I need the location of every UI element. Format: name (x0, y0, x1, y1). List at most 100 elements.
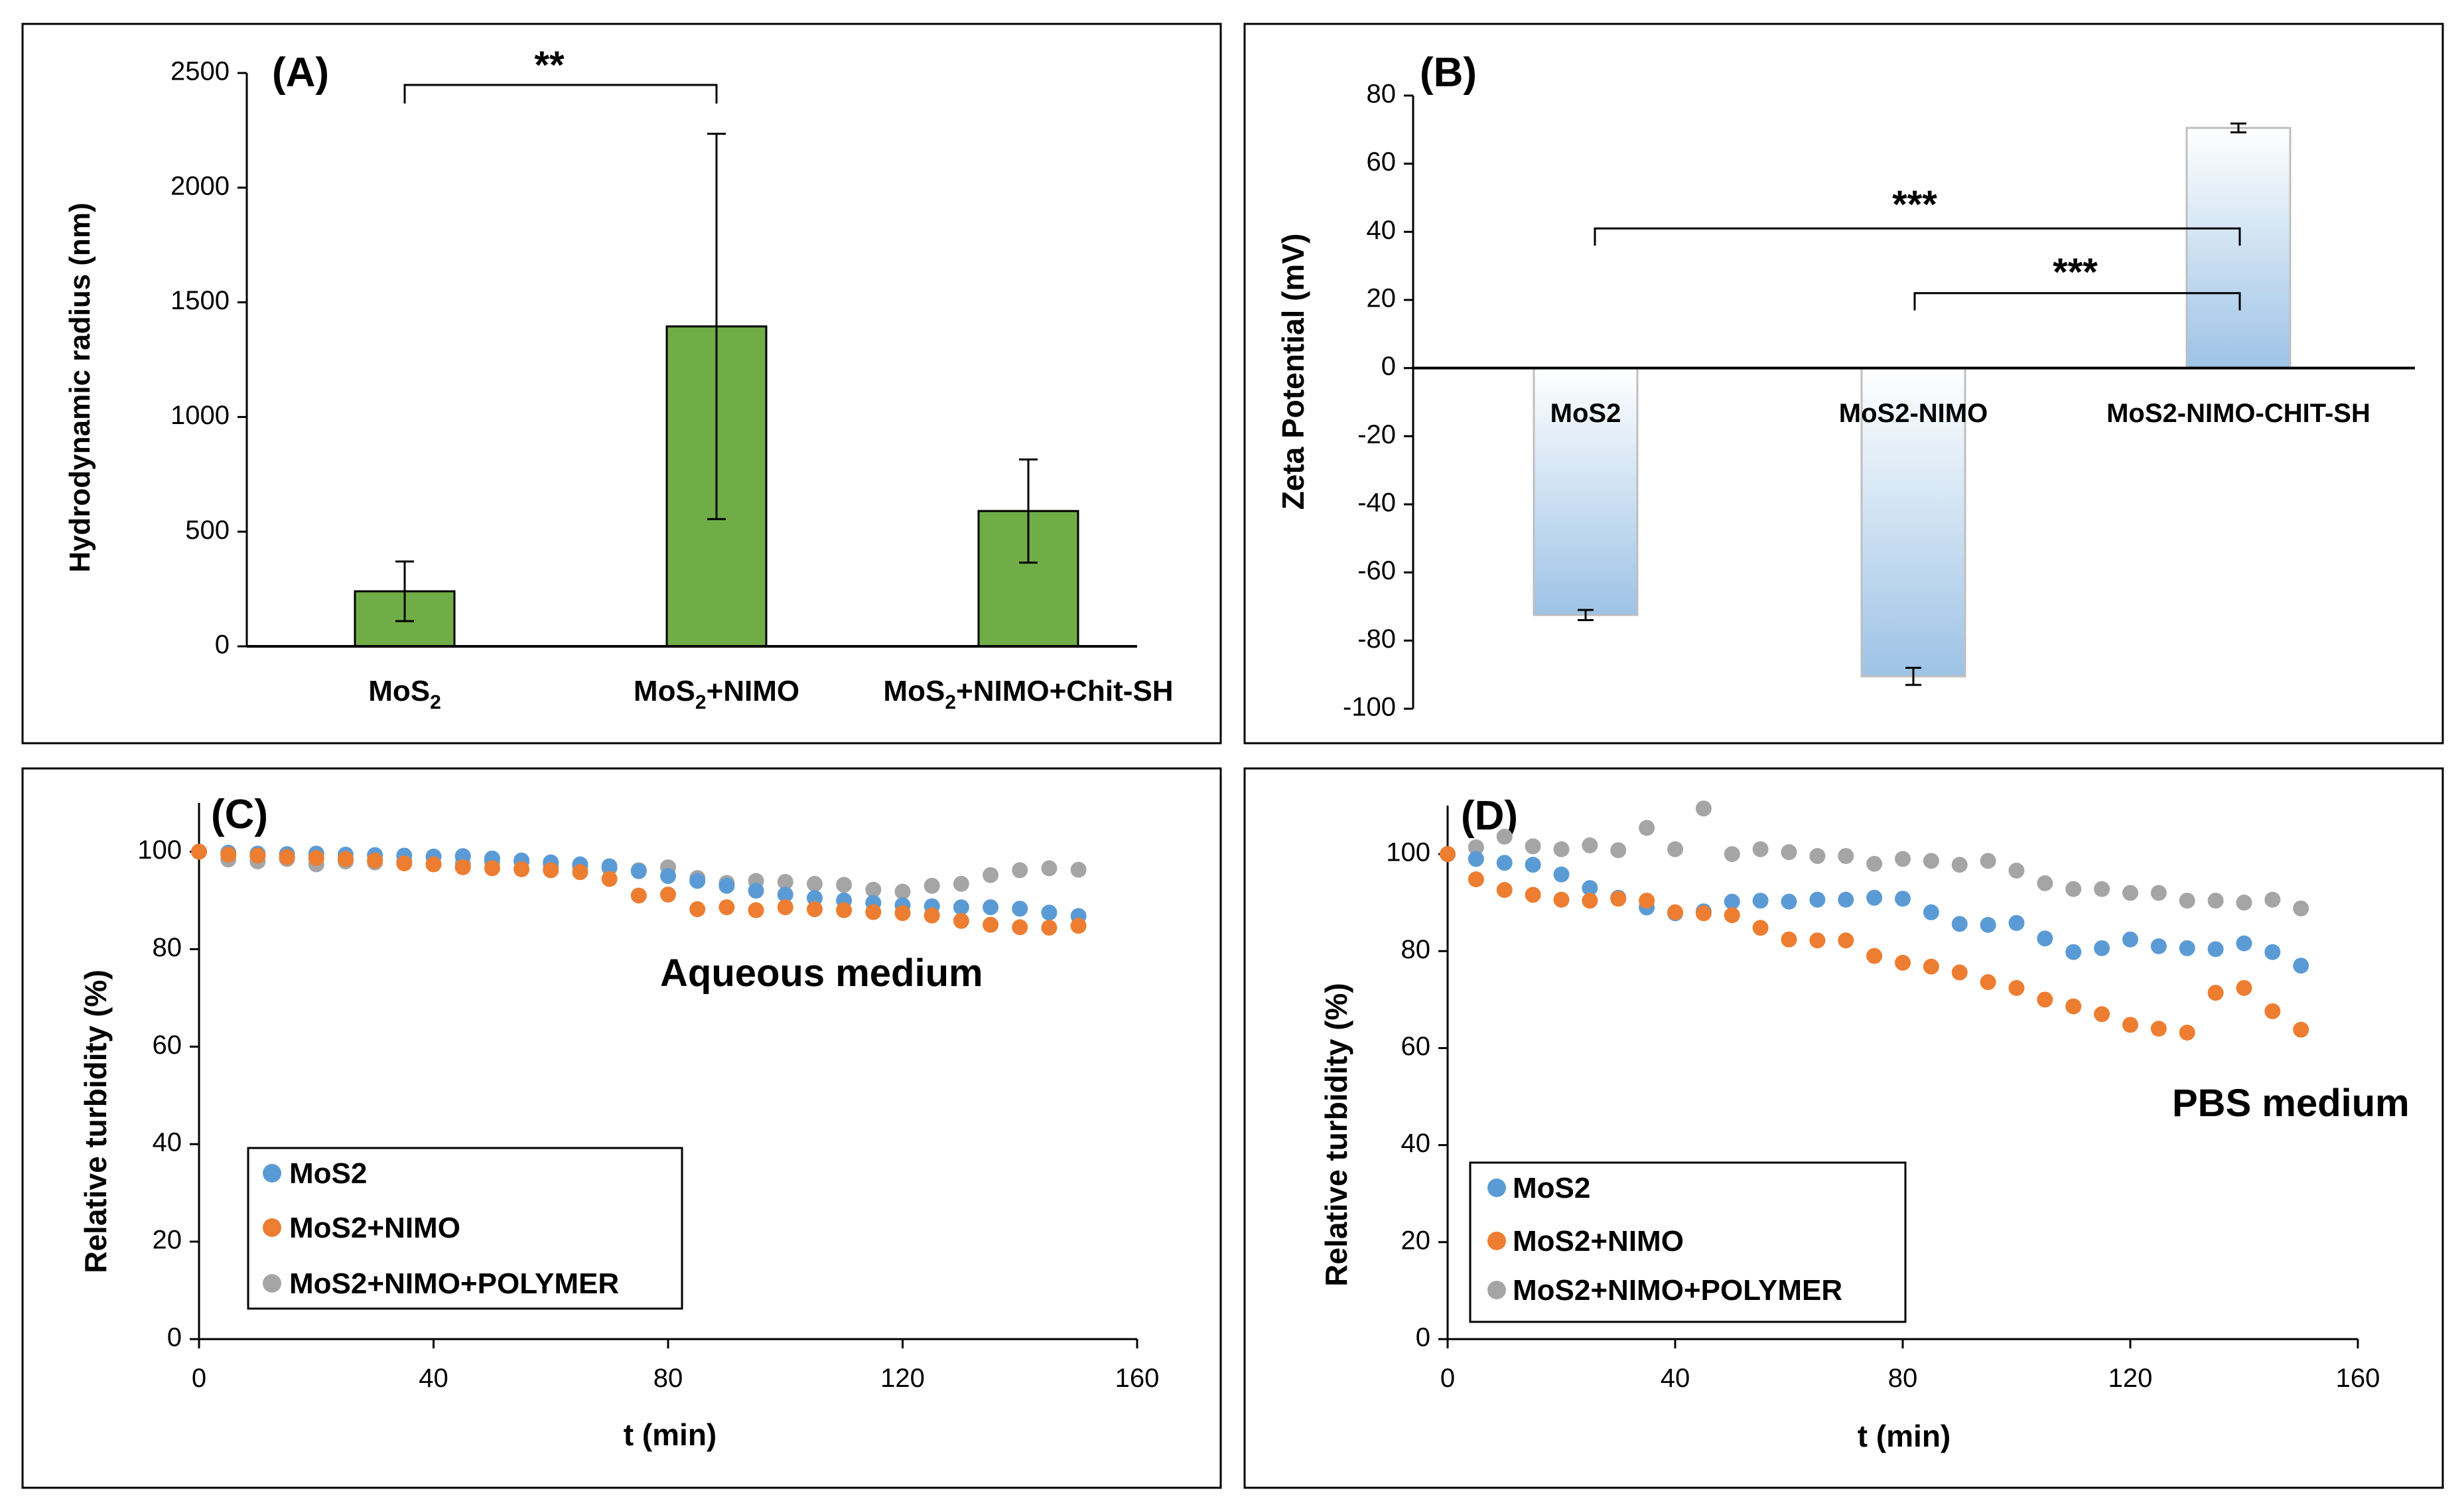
panel-d-point-blue (1980, 916, 1996, 933)
panel-c-point-gray (836, 877, 853, 893)
panel-c-point-gray (1012, 862, 1028, 879)
panel-d-point-blue (2179, 940, 2195, 956)
panel-d-point-gray (1724, 846, 1740, 863)
panel-d-point-orange (2264, 1003, 2281, 1019)
panel-c-point-orange (660, 887, 676, 903)
panel-c-point-orange (220, 846, 237, 863)
panel-d-point-orange (1582, 893, 1598, 909)
panel-d-point-gray (1895, 851, 1911, 867)
panel-c-point-orange (806, 901, 823, 918)
panel-c-point-orange (924, 907, 940, 924)
panel-d-point-gray (2037, 875, 2053, 891)
panel-c-legend-marker-blue (263, 1164, 281, 1183)
panel-d-point-orange (2236, 979, 2252, 996)
panel-c-ytick: 20 (153, 1226, 182, 1255)
panel-d-point-orange (1724, 907, 1740, 924)
panel-d-point-blue (2094, 940, 2110, 956)
panel-d-point-gray (1951, 857, 1968, 873)
panel-c-point-blue (1012, 900, 1028, 917)
panel-d-point-gray (2065, 881, 2082, 897)
panel-d-point-gray (1639, 820, 1655, 836)
panel-d-point-blue (1582, 880, 1598, 897)
panel-c-point-orange (249, 847, 266, 864)
panel-b-ytick: 20 (1367, 284, 1397, 313)
panel-c-point-orange (983, 916, 999, 933)
panel-b-ytick: 80 (1367, 80, 1397, 109)
panel-a-xtick: MoS2 (368, 675, 441, 713)
panel-a-xtick-sub: 2 (945, 691, 956, 713)
panel-b-ytick: -40 (1357, 488, 1396, 518)
panel-c-point-blue (953, 899, 969, 916)
panel-d-point-blue (2037, 930, 2053, 947)
panel-c-point-blue (601, 858, 618, 875)
panel-b: (B) Zeta Potential (mV) -100 -80 -60 -40… (1276, 50, 2415, 722)
panel-a-yticks: 0 500 1000 1500 2000 2500 (171, 57, 230, 660)
panel-d-point-gray (1980, 853, 1996, 869)
panel-d-ytick: 0 (1416, 1323, 1430, 1352)
panel-c-point-orange (1012, 919, 1028, 936)
panel-d-point-gray (2264, 891, 2281, 908)
panel-d-point-orange (1639, 893, 1655, 909)
panel-d-point-gray (1866, 855, 1883, 872)
panel-b-label: (B) (1420, 50, 1477, 96)
panel-d-point-gray (1781, 844, 1797, 861)
panel-c-yticks: 0 20 40 60 80 100 (137, 835, 182, 1352)
panel-d-point-orange (1610, 891, 1627, 907)
panel-c-point-gray (1070, 861, 1087, 878)
panel-a-ytick: 2000 (171, 171, 230, 200)
panel-a-xtick-main: MoS (883, 675, 945, 707)
panel-b-ytick: 60 (1367, 147, 1397, 177)
panel-d-ylabel: Relative turbidity (%) (1319, 983, 1353, 1287)
panel-c-point-orange (630, 887, 647, 904)
panel-d-point-blue (2122, 931, 2138, 948)
panel-a-frame (21, 23, 1222, 745)
panel-a: (A) Hydrodynamic radius (nm) 0 500 1000 … (64, 44, 1174, 713)
panel-c-point-orange (308, 850, 324, 867)
panel-a-xtick-main: MoS (634, 675, 695, 707)
panel-c-point-orange (777, 899, 793, 916)
panel-c-point-orange (367, 852, 383, 869)
panel-c-xtick: 120 (880, 1364, 925, 1393)
panel-d-point-blue (1866, 889, 1883, 906)
panel-d-point-blue (1838, 891, 1854, 908)
panel-c-point-gray (777, 873, 793, 890)
panel-d-point-orange (1525, 887, 1541, 903)
panel-d-legend-marker-gray (1487, 1281, 1506, 1299)
panel-d-legend-entry: MoS2+NIMO+POLYMER (1513, 1274, 1842, 1307)
panel-b-significance-label: *** (2053, 251, 2098, 294)
panel-a-ytick: 1500 (171, 286, 230, 315)
panel-d-point-orange (2065, 998, 2082, 1015)
panel-c-point-gray (983, 867, 999, 883)
panel-c-xtick: 160 (1115, 1364, 1160, 1393)
panel-c-point-blue (777, 887, 793, 903)
panel-c-point-orange (572, 864, 588, 881)
panel-d-xtick: 40 (1661, 1364, 1690, 1393)
panel-d-point-gray (2122, 885, 2138, 901)
panel-d-point-gray (2094, 881, 2110, 897)
panel-d-point-blue (1951, 916, 1968, 932)
panel-d-point-gray (1923, 853, 1939, 869)
panel-b-ylabel: Zeta Potential (mV) (1276, 234, 1310, 510)
panel-c-point-blue (689, 873, 706, 889)
panel-c-point-orange (836, 902, 853, 918)
panel-d-point-orange (2008, 979, 2025, 996)
panel-c-point-orange (425, 856, 442, 873)
panel-d-point-orange (1866, 948, 1883, 964)
panel-b-ytick: -60 (1357, 556, 1396, 585)
panel-a-ytick: 1000 (171, 401, 230, 430)
panel-d-point-orange (1667, 904, 1683, 920)
panel-a-xlabels: MoS2 MoS2+NIMO MoS2+NIMO+Chit-SH (368, 675, 1173, 713)
panel-d-point-orange (1553, 891, 1570, 908)
panel-a-ytick: 500 (185, 516, 230, 545)
panel-b-ytick: -80 (1357, 624, 1396, 654)
panel-b-category-label: MoS2-NIMO-CHIT-SH (2106, 399, 2370, 428)
panel-b-category-label: MoS2-NIMO (1839, 399, 1988, 428)
panel-c-point-gray (806, 875, 823, 892)
panel-d-point-gray (2008, 862, 2025, 879)
panel-c-point-orange (719, 899, 735, 916)
panel-c-point-blue (983, 899, 999, 916)
panel-d-point-blue (2207, 941, 2224, 958)
panel-c-xticks: 0 40 80 120 160 (192, 1364, 1160, 1393)
panel-d-legend-marker-orange (1487, 1232, 1506, 1250)
panel-c-ytick: 60 (153, 1031, 182, 1060)
